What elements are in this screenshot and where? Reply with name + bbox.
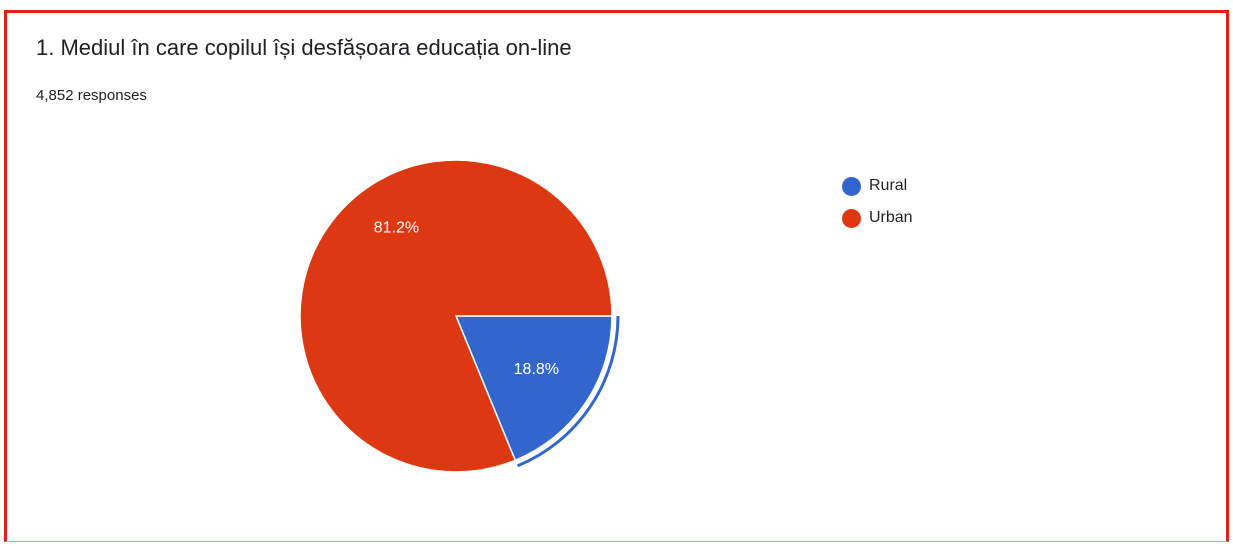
pie-slice-urban[interactable] <box>299 159 613 473</box>
pie-chart: 18.8% 81.2% <box>299 159 620 473</box>
pie-slices <box>299 159 613 473</box>
pie-slice-highlight-rural <box>516 315 620 468</box>
chart-legend: Rural Urban <box>842 170 913 234</box>
legend-marker-urban <box>842 208 861 228</box>
legend-label-urban: Urban <box>869 209 913 226</box>
response-count: 4,852 responses <box>36 87 147 104</box>
slice-label-urban: 81.2% <box>374 219 419 236</box>
pie-slice-rural[interactable] <box>454 315 613 462</box>
slice-label-rural: 18.8% <box>514 361 559 378</box>
slice-labels: 18.8% 81.2% <box>374 219 559 378</box>
legend-marker-rural <box>842 176 861 196</box>
legend-item-rural[interactable]: Rural <box>842 170 913 202</box>
slice-highlights <box>516 315 620 468</box>
legend-label-rural: Rural <box>869 177 908 194</box>
legend-item-urban[interactable]: Urban <box>842 202 913 234</box>
question-card: 1. Mediul în care copilul își desfășoara… <box>4 10 1229 542</box>
question-title: 1. Mediul în care copilul își desfășoara… <box>36 35 572 60</box>
